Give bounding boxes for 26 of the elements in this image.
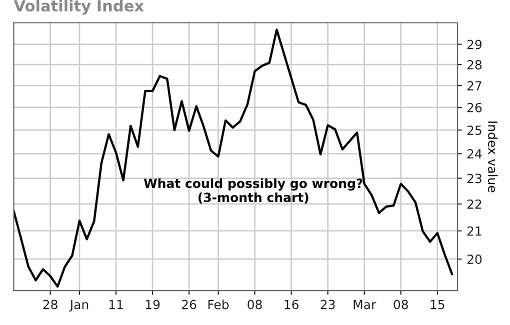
y-tick-label: 29 bbox=[467, 40, 482, 50]
x-tick-label: 16 bbox=[284, 300, 298, 310]
x-tick-label: 26 bbox=[182, 300, 196, 310]
chart-title: Volatility Index bbox=[14, 0, 144, 15]
x-tick-label: Jan bbox=[69, 300, 88, 312]
y-tick-label: 22 bbox=[467, 199, 482, 209]
y-tick-label: 28 bbox=[467, 60, 482, 70]
y-tick-label: 21 bbox=[467, 226, 482, 236]
y-tick-label: 26 bbox=[467, 102, 482, 112]
x-tick-label: 11 bbox=[109, 300, 123, 310]
x-tick-label: 15 bbox=[430, 300, 444, 310]
y-axis-title: Index value bbox=[488, 122, 498, 192]
x-tick-label: 28 bbox=[43, 300, 58, 310]
y-tick-label: 27 bbox=[467, 81, 482, 90]
y-tick-label: 23 bbox=[467, 174, 482, 184]
y-tick-label: 25 bbox=[467, 126, 482, 135]
y-tick-label: 24 bbox=[467, 149, 482, 158]
x-tick-label: 23 bbox=[320, 300, 335, 310]
x-tick-label: Mar bbox=[354, 300, 376, 310]
annotation: What could possibly go wrong? (3-month chart) bbox=[144, 178, 362, 204]
x-tick-label: Feb bbox=[208, 300, 229, 310]
x-tick-label: 19 bbox=[146, 300, 160, 310]
y-tick-label: 20 bbox=[467, 254, 482, 264]
line-series bbox=[14, 28, 454, 288]
x-tick-label: 08 bbox=[248, 300, 262, 310]
x-tick-label: 08 bbox=[394, 300, 408, 310]
